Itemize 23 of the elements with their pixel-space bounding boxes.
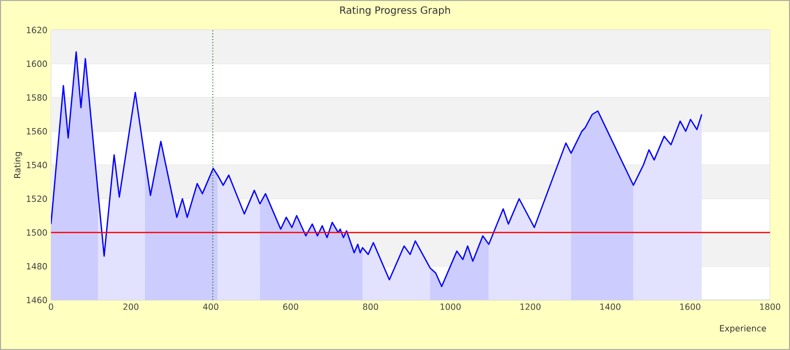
x-tick-label: 1800 (760, 304, 780, 310)
x-tick-label: 1000 (440, 304, 461, 310)
x-tick-label: 800 (363, 304, 378, 310)
x-tick-label: 1200 (520, 304, 541, 310)
y-tick-label: 1540 (26, 162, 47, 168)
x-tick-label: 1400 (600, 304, 620, 310)
x-axis-title: Experience (720, 324, 766, 334)
y-tick-label: 1620 (26, 26, 47, 34)
line-series (51, 51, 702, 288)
y-tick-label: 1480 (26, 263, 47, 270)
x-tick-label: 1600 (680, 304, 700, 310)
chart-title: Rating Progress Graph (340, 6, 450, 16)
y-axis-title: Rating (14, 152, 22, 178)
x-tick-label: 200 (123, 304, 138, 310)
y-tick-label: 1460 (26, 296, 47, 304)
y-tick-label: 1500 (26, 229, 47, 236)
y-tick-label: 1600 (26, 60, 47, 67)
x-tick-label: 400 (203, 304, 218, 310)
y-tick-label: 1560 (26, 128, 47, 134)
y-tick-label: 1580 (26, 94, 47, 101)
x-tick-label: 0 (48, 304, 54, 310)
y-tick-label: 1520 (26, 196, 47, 202)
x-tick-label: 600 (283, 304, 298, 310)
